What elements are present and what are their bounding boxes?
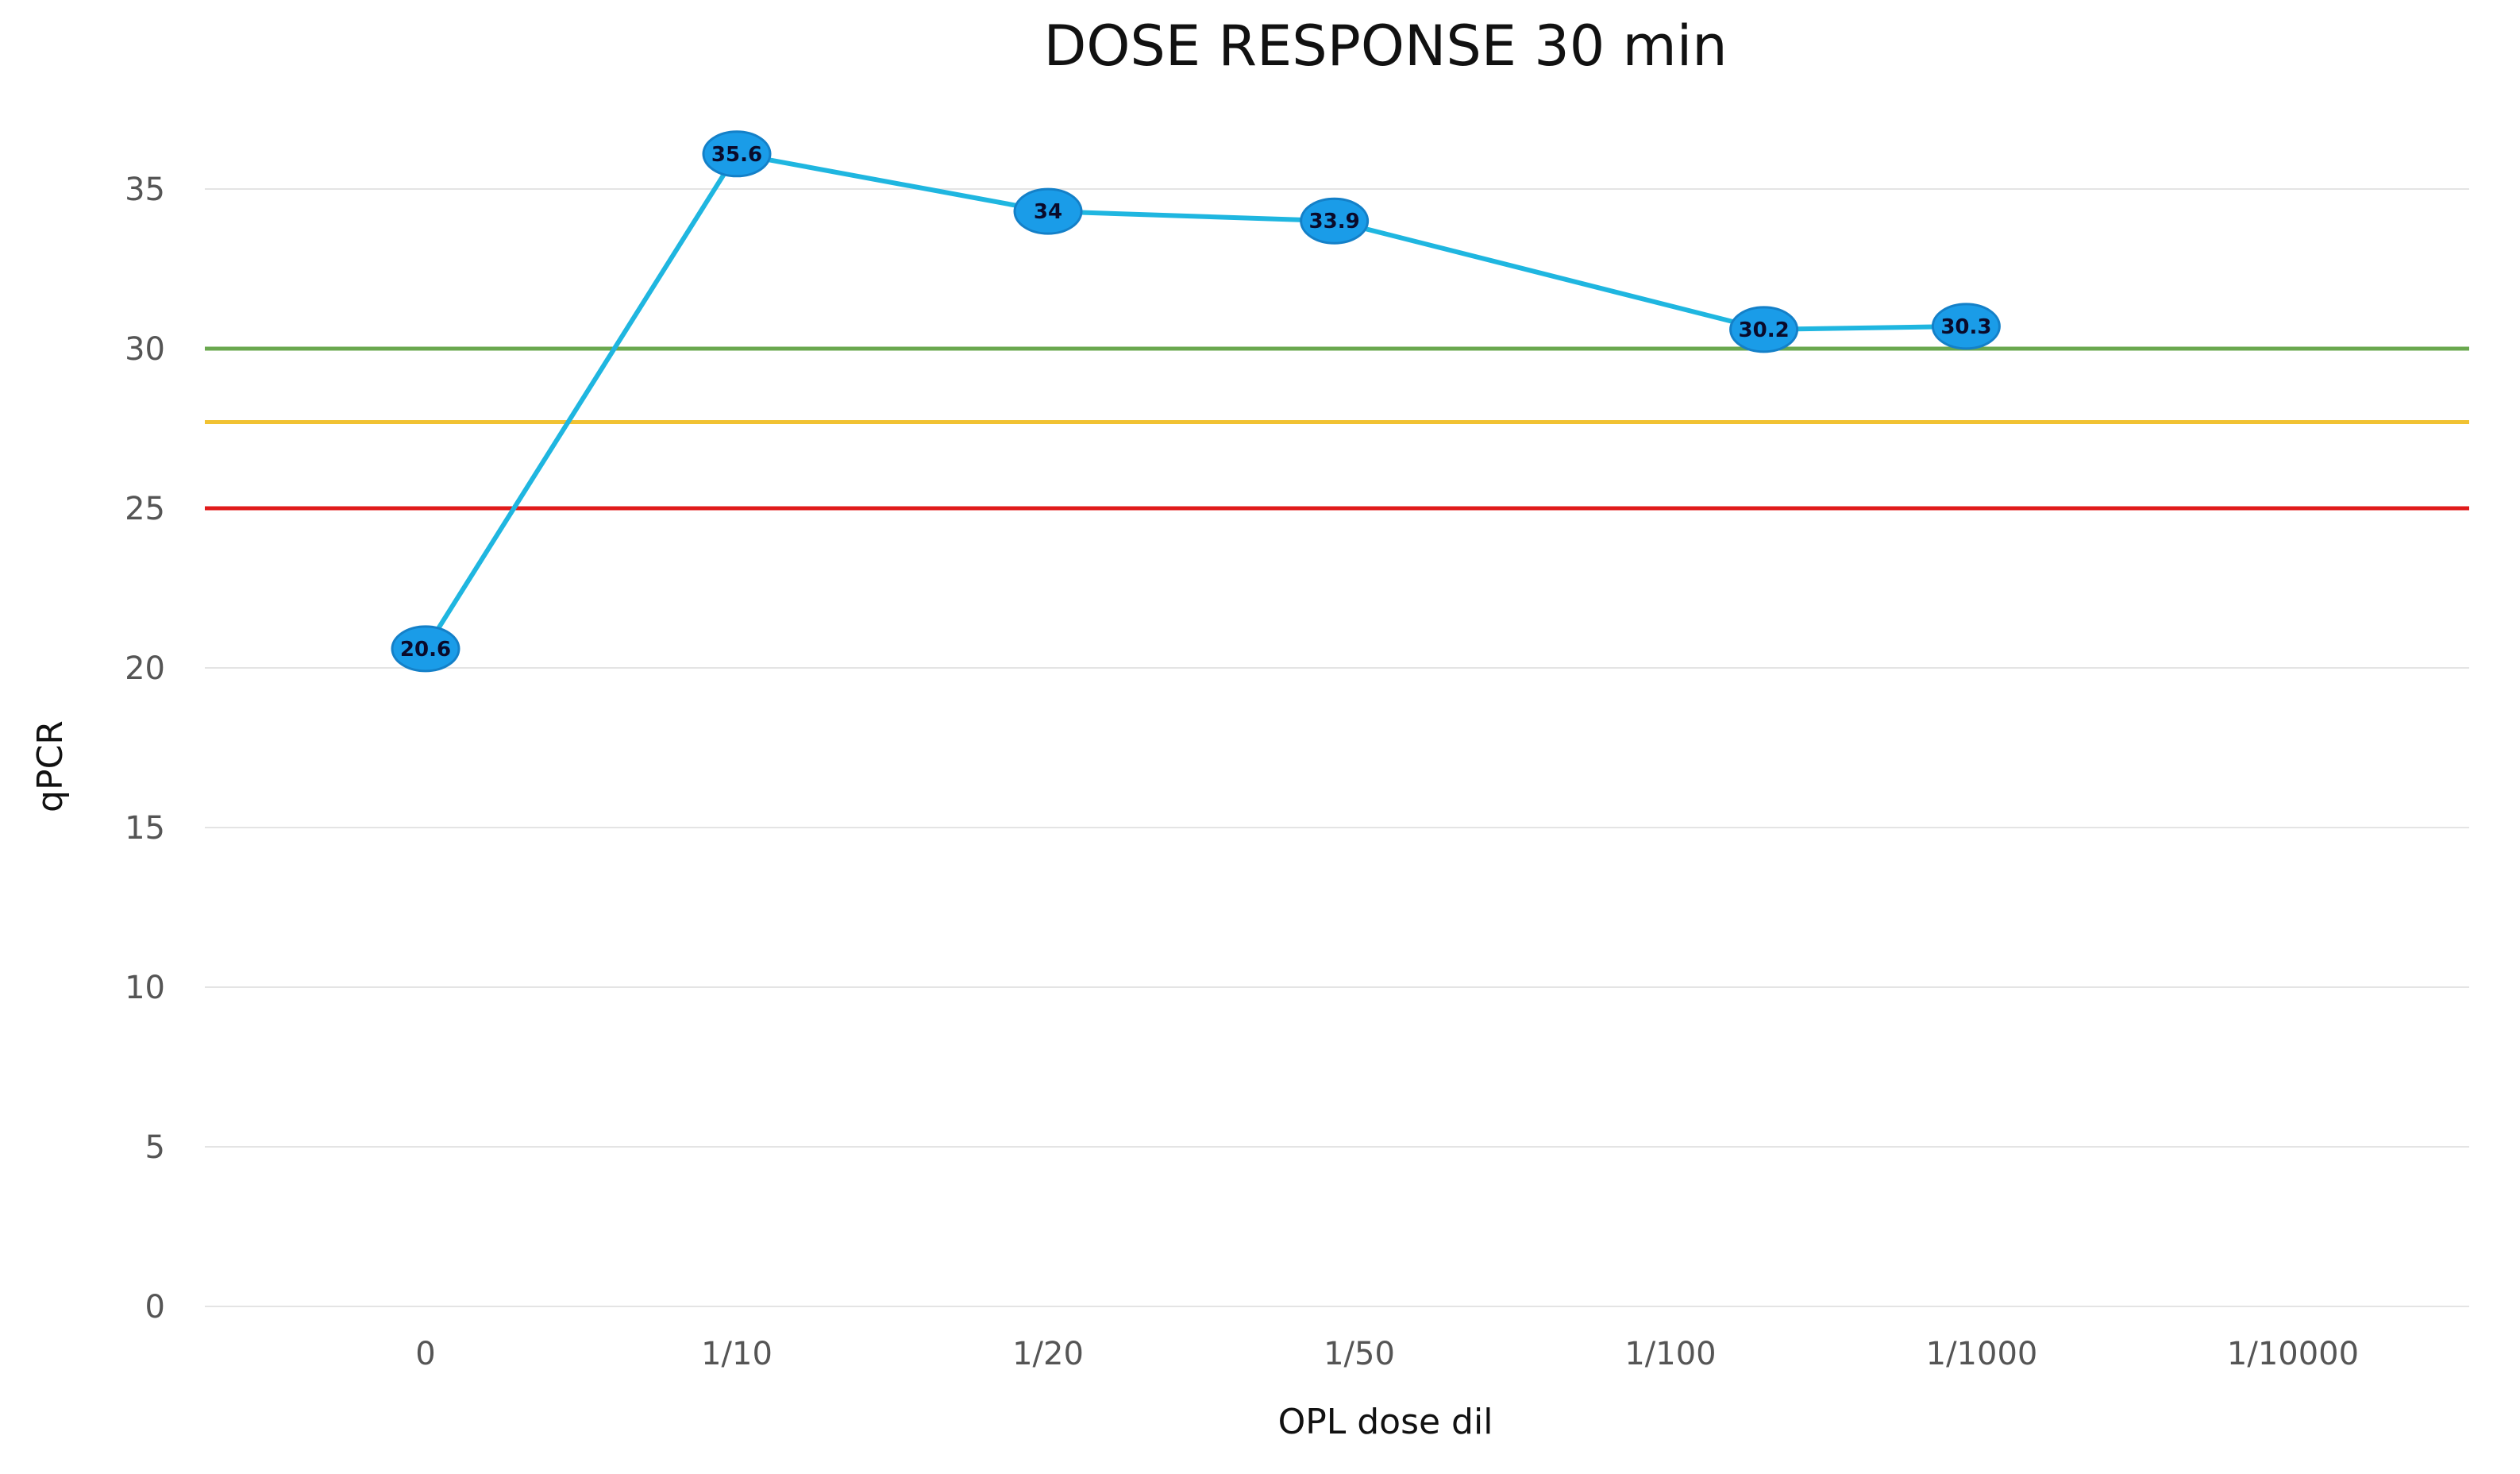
y-tick-label: 15 bbox=[125, 810, 165, 847]
data-label: 20.6 bbox=[400, 638, 451, 662]
data-point bbox=[1013, 187, 1083, 235]
x-tick-label: 1/20 bbox=[1012, 1336, 1084, 1372]
data-label: 30.2 bbox=[1739, 318, 1790, 342]
reference-lines bbox=[205, 346, 2469, 511]
y-axis-ticks: 0 5 10 15 20 25 30 35 bbox=[125, 172, 165, 1325]
data-label: 34 bbox=[1034, 200, 1062, 224]
y-tick-label: 20 bbox=[125, 650, 165, 687]
data-label: 35.6 bbox=[711, 143, 762, 167]
gridlines bbox=[205, 188, 2469, 1307]
data-point bbox=[1300, 197, 1370, 245]
data-point bbox=[1931, 303, 2001, 350]
data-point bbox=[1729, 306, 1799, 353]
data-series: 20.6 35.6 34 33.9 30.2 30.3 bbox=[391, 130, 2001, 673]
x-tick-label: 1/50 bbox=[1324, 1336, 1395, 1372]
x-axis-ticks: 0 1/10 1/20 1/50 1/100 1/1000 1/10000 bbox=[415, 1336, 2359, 1372]
data-label: 30.3 bbox=[1940, 315, 1991, 339]
y-tick-label: 5 bbox=[145, 1129, 165, 1166]
data-point bbox=[702, 130, 772, 178]
x-axis-label: OPL dose dil bbox=[1278, 1402, 1493, 1442]
y-tick-label: 30 bbox=[125, 331, 165, 368]
data-point bbox=[391, 625, 460, 673]
y-tick-label: 25 bbox=[125, 491, 165, 527]
x-tick-label: 1/10000 bbox=[2227, 1336, 2359, 1372]
series-line bbox=[423, 151, 1967, 650]
data-label: 33.9 bbox=[1309, 210, 1360, 233]
x-tick-label: 0 bbox=[415, 1336, 435, 1372]
y-tick-label: 35 bbox=[125, 172, 165, 208]
x-tick-label: 1/10 bbox=[701, 1336, 773, 1372]
y-tick-label: 0 bbox=[145, 1289, 165, 1325]
x-tick-label: 1/100 bbox=[1624, 1336, 1716, 1372]
y-axis-label: qPCR bbox=[30, 720, 71, 812]
chart-title: DOSE RESPONSE 30 min bbox=[1043, 14, 1727, 79]
x-tick-label: 1/1000 bbox=[1926, 1336, 2038, 1372]
y-tick-label: 10 bbox=[125, 970, 165, 1006]
